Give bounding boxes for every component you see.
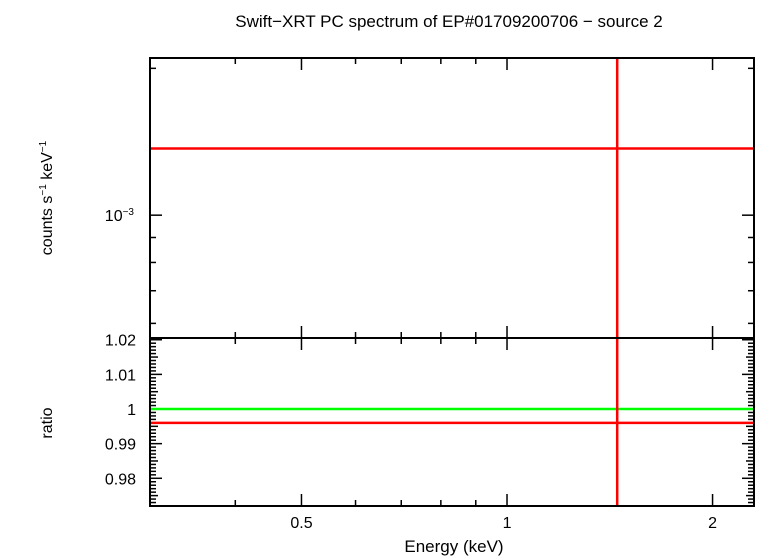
top-panel-series [150,58,754,338]
top-panel-y-axis-label: counts s−1 keV−1 [38,140,56,255]
top-panel: 10−3 counts s−1 keV−1 [38,57,755,339]
y-tick-label-bottom: 1.02 [105,333,136,350]
x-axis-label: Energy (keV) [404,537,503,556]
y-tick-label-bottom: 1 [127,402,136,419]
y-tick-label-bottom: 0.99 [105,437,136,454]
bottom-panel-frame [149,337,755,507]
chart-title: Swift−XRT PC spectrum of EP#01709200706 … [235,12,662,31]
y-tick-label-bottom: 1.01 [105,367,136,384]
x-tick-label: 1 [503,515,512,532]
bottom-panel-tick-labels: 0.98 0.99 1 1.01 1.02 0.5 1 2 [105,333,717,532]
bottom-panel: 0.98 0.99 1 1.01 1.02 0.5 1 2 ratio Energy (keV… [39,333,755,556]
x-tick-label: 2 [708,515,717,532]
y-tick-label: 10−3 [105,207,135,225]
top-panel-ticks [150,58,754,338]
y-tick-label-bottom: 0.98 [105,471,136,488]
bottom-panel-series [150,338,754,506]
x-tick-label: 0.5 [290,515,312,532]
bottom-panel-y-axis-label: ratio [39,407,56,438]
top-panel-y-tick-labels: 10−3 [105,207,135,225]
top-panel-frame [149,57,755,339]
